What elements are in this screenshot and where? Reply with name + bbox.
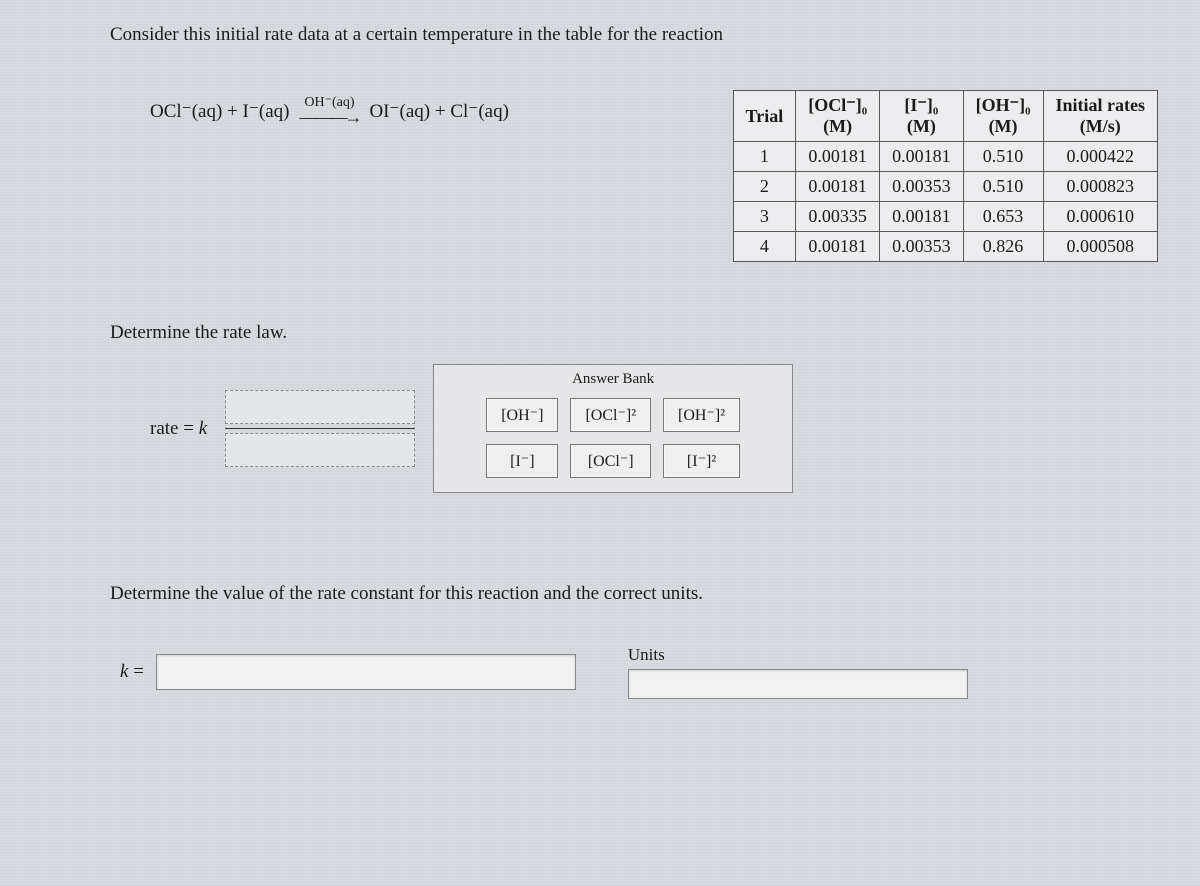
units-block: Units xyxy=(628,645,968,699)
tile-ocl[interactable]: [OCl⁻] xyxy=(570,444,651,478)
table-row: 10.001810.001810.5100.000422 xyxy=(733,142,1157,172)
k-input-row: k = Units xyxy=(110,645,1168,699)
col-i: [I⁻]₀(M) xyxy=(880,91,964,142)
col-oh: [OH⁻]₀(M) xyxy=(963,91,1043,142)
reaction-arrow: OH⁻(aq) ———→ xyxy=(299,96,359,126)
fraction-bar xyxy=(225,428,415,429)
rate-data-table: Trial [OCl⁻]₀(M) [I⁻]₀(M) [OH⁻]₀(M) Init… xyxy=(733,90,1158,262)
table-row: 40.001810.003530.8260.000508 xyxy=(733,232,1157,262)
k-value-input[interactable] xyxy=(156,654,576,690)
units-input[interactable] xyxy=(628,669,968,699)
answer-bank-title: Answer Bank xyxy=(448,365,778,398)
denominator-dropzone[interactable] xyxy=(225,433,415,467)
arrow-icon: ———→ xyxy=(299,108,359,126)
question-1: Determine the rate law. xyxy=(110,322,1168,344)
k-equals-label: k = xyxy=(120,661,144,683)
intro-text: Consider this initial rate data at a cer… xyxy=(110,24,1168,46)
rate-law-fraction xyxy=(225,390,415,467)
col-trial: Trial xyxy=(733,91,796,142)
reaction-rhs: OI⁻(aq) + Cl⁻(aq) xyxy=(369,100,508,123)
reaction-and-table-row: OCl⁻(aq) + I⁻(aq) OH⁻(aq) ———→ OI⁻(aq) +… xyxy=(110,90,1168,262)
tile-oh[interactable]: [OH⁻] xyxy=(486,398,558,432)
table-row: 30.003350.001810.6530.000610 xyxy=(733,202,1157,232)
question-2: Determine the value of the rate constant… xyxy=(110,583,1168,605)
rate-equals-k: rate = k xyxy=(150,418,207,440)
answer-bank: Answer Bank [OH⁻] [OCl⁻]² [OH⁻]² [I⁻] [O… xyxy=(433,364,793,493)
answer-bank-grid: [OH⁻] [OCl⁻]² [OH⁻]² [I⁻] [OCl⁻] [I⁻]² xyxy=(448,398,778,478)
numerator-dropzone[interactable] xyxy=(225,390,415,424)
col-rate: Initial rates(M/s) xyxy=(1043,91,1158,142)
tile-oh-sq[interactable]: [OH⁻]² xyxy=(663,398,740,432)
units-label: Units xyxy=(628,645,968,665)
col-ocl: [OCl⁻]₀(M) xyxy=(796,91,880,142)
reaction-lhs: OCl⁻(aq) + I⁻(aq) xyxy=(150,100,289,123)
tile-ocl-sq[interactable]: [OCl⁻]² xyxy=(570,398,651,432)
table-body: 10.001810.001810.5100.000422 20.001810.0… xyxy=(733,142,1157,262)
tile-i-sq[interactable]: [I⁻]² xyxy=(663,444,740,478)
table-row: 20.001810.003530.5100.000823 xyxy=(733,172,1157,202)
rate-law-row: rate = k Answer Bank [OH⁻] [OCl⁻]² [OH⁻]… xyxy=(110,364,1168,493)
reaction-equation: OCl⁻(aq) + I⁻(aq) OH⁻(aq) ———→ OI⁻(aq) +… xyxy=(150,96,509,126)
table-header-row: Trial [OCl⁻]₀(M) [I⁻]₀(M) [OH⁻]₀(M) Init… xyxy=(733,91,1157,142)
tile-i[interactable]: [I⁻] xyxy=(486,444,558,478)
